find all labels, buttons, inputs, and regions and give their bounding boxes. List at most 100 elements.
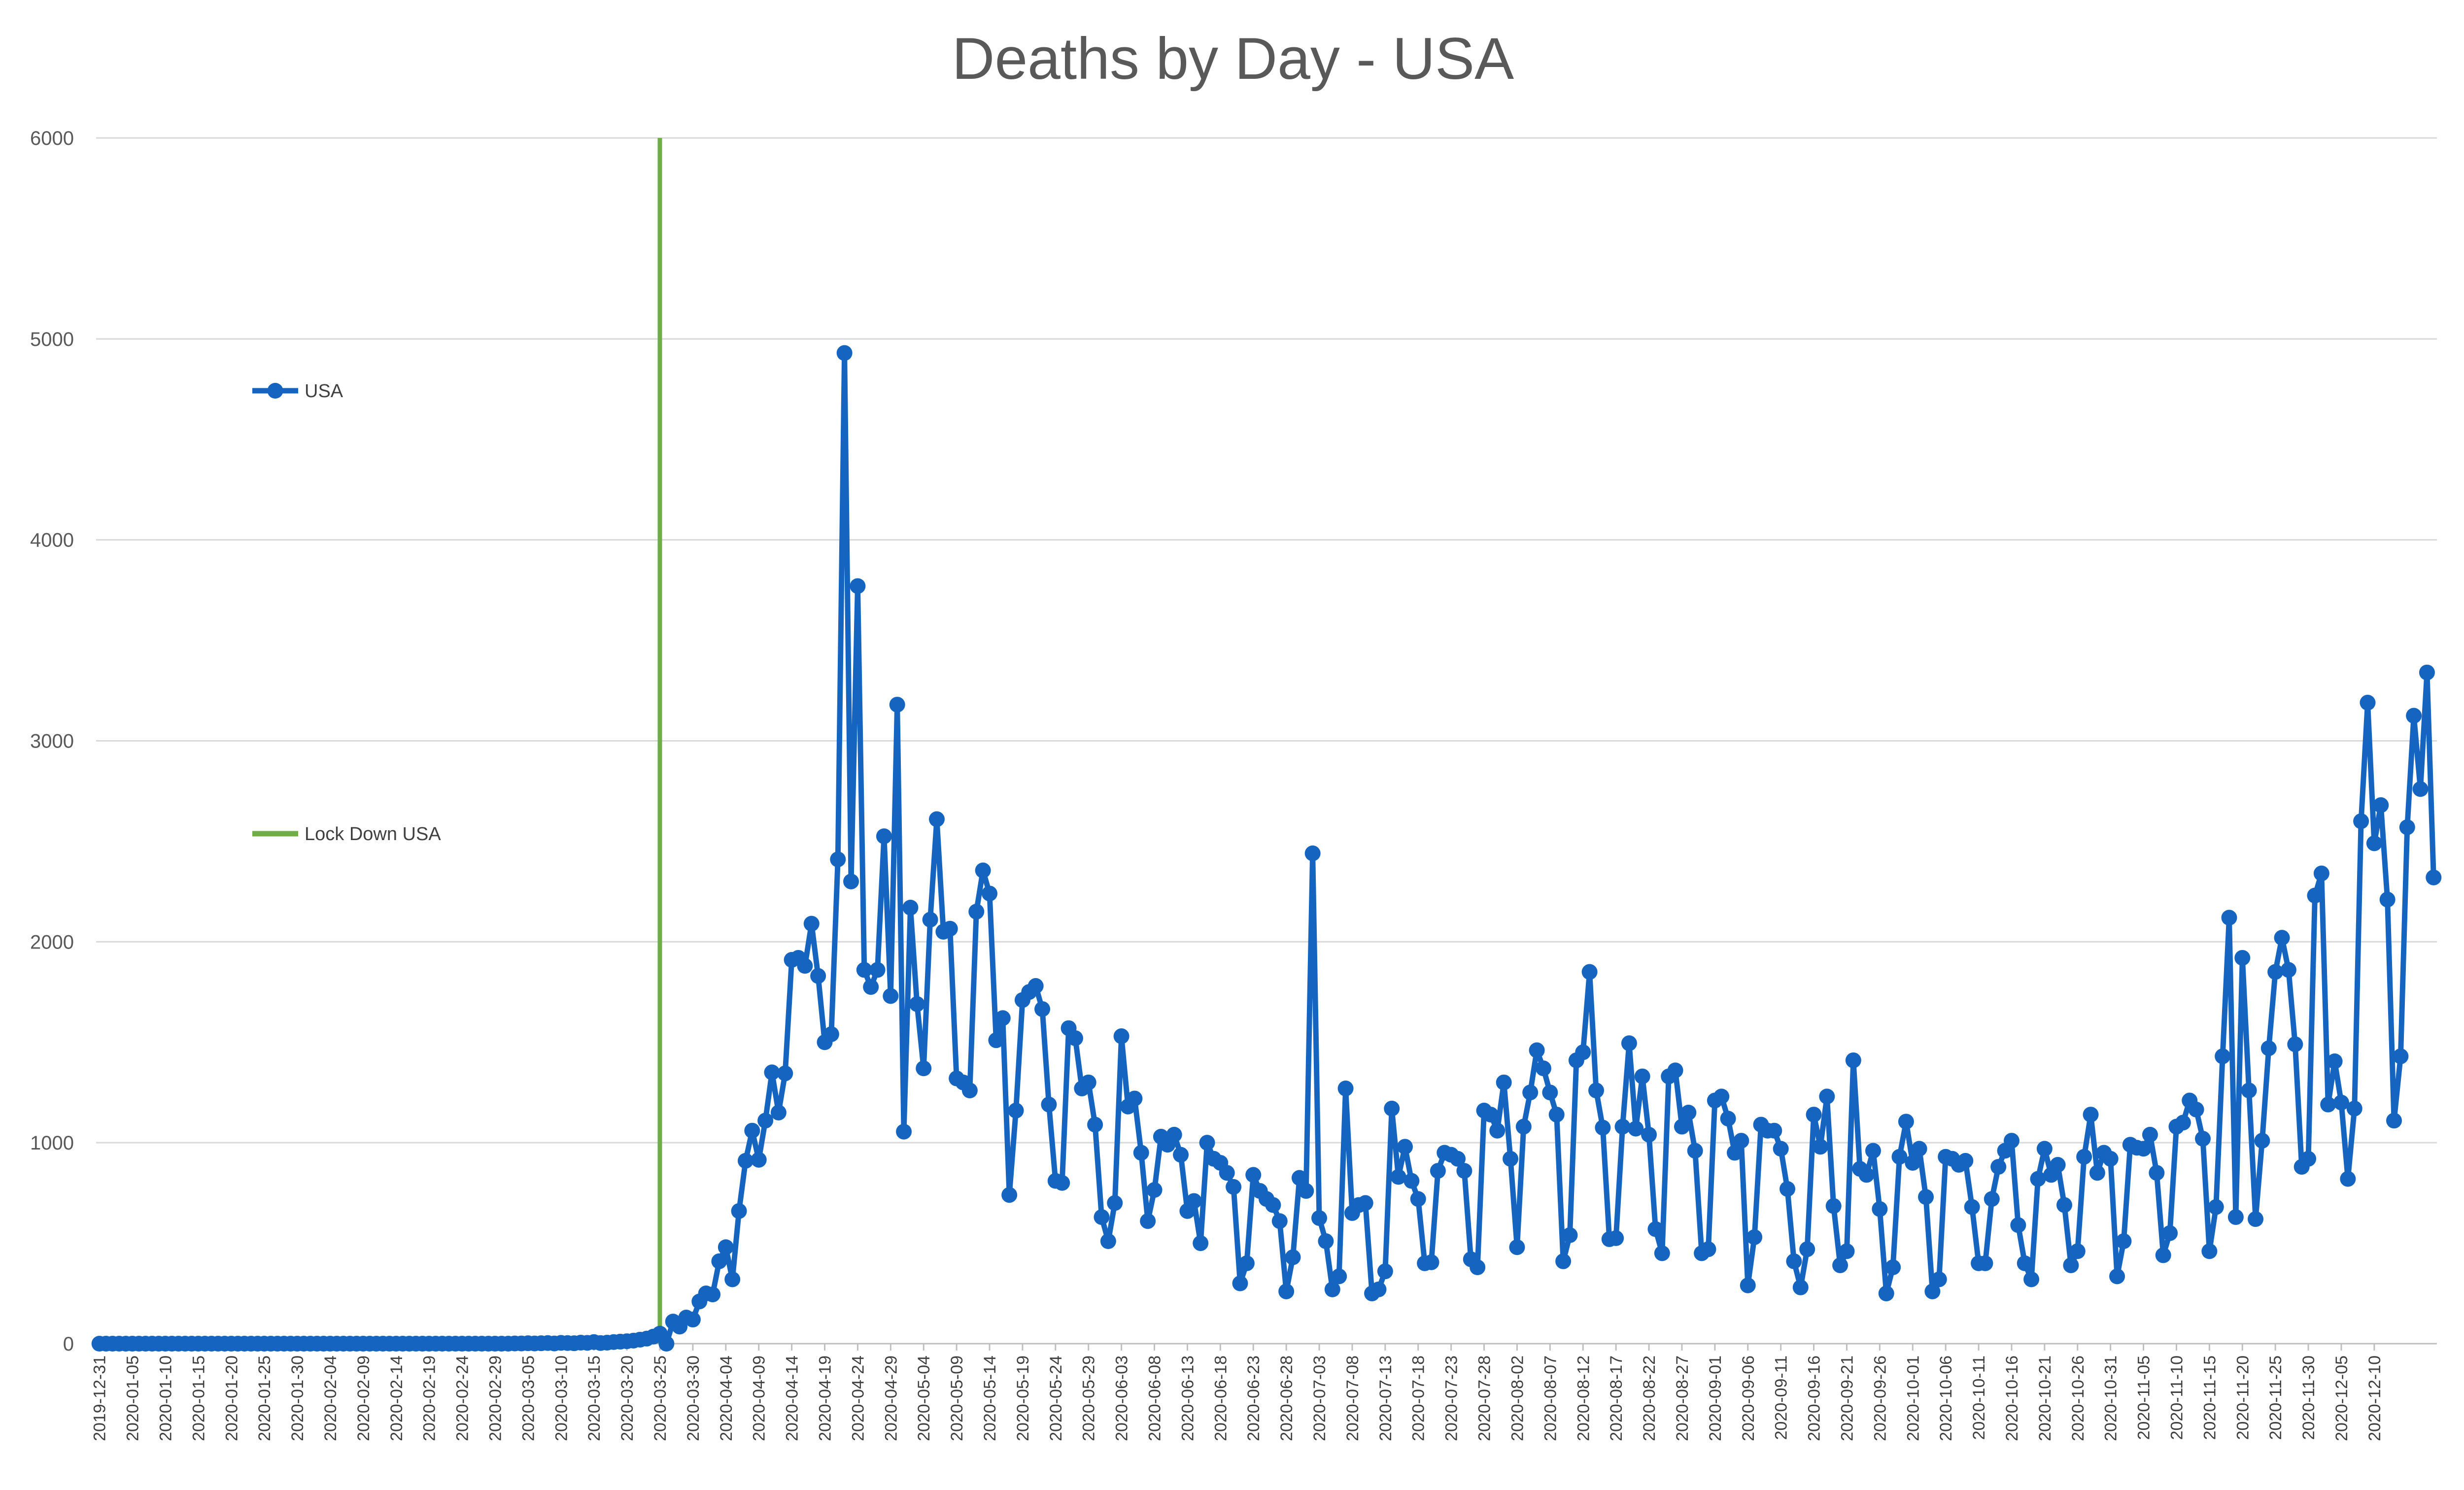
data-point — [1001, 1187, 1018, 1203]
data-point — [1878, 1286, 1894, 1302]
data-point — [2116, 1233, 2132, 1250]
data-point — [705, 1287, 721, 1303]
data-point — [1430, 1163, 1446, 1179]
x-tick-label: 2020-04-19 — [816, 1355, 835, 1441]
data-point — [1588, 1083, 1605, 1099]
data-point — [1100, 1233, 1116, 1250]
data-point — [2135, 1141, 2152, 1157]
data-point — [1628, 1120, 1644, 1137]
data-point — [2056, 1197, 2073, 1213]
data-point — [2234, 949, 2251, 966]
data-point — [744, 1122, 760, 1139]
data-point — [843, 873, 859, 889]
data-point — [1489, 1122, 1506, 1139]
data-point — [1186, 1193, 1202, 1209]
data-point — [1858, 1167, 1875, 1183]
data-point — [1733, 1133, 1749, 1149]
x-tick-label: 2020-11-15 — [2200, 1355, 2219, 1440]
data-point — [757, 1113, 774, 1129]
data-point — [1482, 1107, 1499, 1123]
data-point — [1555, 1253, 1572, 1269]
data-point — [1456, 1163, 1472, 1179]
x-tick-label: 2020-04-09 — [750, 1355, 769, 1441]
data-point — [1746, 1229, 1763, 1245]
data-point — [1515, 1118, 1532, 1135]
data-point — [2208, 1199, 2224, 1215]
data-point — [2307, 887, 2323, 904]
data-point — [1397, 1139, 1413, 1155]
data-point — [2149, 1165, 2165, 1181]
data-point — [2254, 1133, 2270, 1149]
data-point — [2089, 1165, 2105, 1181]
x-tick-label: 2020-07-23 — [1442, 1355, 1461, 1441]
data-point — [1891, 1149, 1908, 1165]
x-tick-label: 2020-05-09 — [948, 1355, 966, 1441]
data-point — [777, 1065, 793, 1082]
data-point — [1509, 1239, 1525, 1255]
x-tick-label: 2020-08-27 — [1673, 1355, 1692, 1441]
data-point — [1839, 1243, 1855, 1259]
data-point — [1898, 1114, 1914, 1130]
data-point — [1608, 1230, 1624, 1246]
data-point — [2360, 695, 2376, 711]
x-tick-label: 2020-08-02 — [1508, 1355, 1527, 1441]
data-point — [1641, 1126, 1657, 1143]
x-tick-label: 2020-04-14 — [783, 1355, 802, 1441]
data-point — [2267, 964, 2284, 980]
data-point — [1832, 1257, 1848, 1273]
data-point — [1337, 1081, 1354, 1097]
data-point — [1667, 1062, 1683, 1079]
data-point — [2221, 910, 2237, 926]
data-point — [2023, 1271, 2040, 1287]
x-tick-label: 2020-02-19 — [420, 1355, 439, 1441]
data-point — [1872, 1201, 1888, 1217]
data-point — [1226, 1179, 1242, 1195]
x-tick-label: 2020-01-30 — [288, 1355, 307, 1441]
data-point — [1133, 1145, 1149, 1161]
y-tick-label: 2000 — [30, 931, 74, 953]
data-point — [1819, 1088, 1835, 1105]
data-point — [2280, 962, 2296, 978]
data-point — [863, 979, 879, 995]
data-point — [1674, 1118, 1690, 1135]
data-point — [1496, 1074, 1512, 1090]
x-tick-label: 2020-11-25 — [2266, 1355, 2285, 1440]
data-point — [988, 1032, 1004, 1049]
data-point — [2227, 1209, 2244, 1225]
data-point — [684, 1312, 701, 1328]
data-point — [2327, 1053, 2343, 1069]
data-point — [2063, 1257, 2079, 1273]
data-point — [1812, 1139, 1828, 1155]
data-point — [850, 578, 866, 594]
x-tick-label: 2020-12-10 — [2365, 1355, 2384, 1441]
y-axis-tick-labels: 0 1000 2000 3000 4000 5000 6000 — [30, 128, 74, 1355]
data-point — [1700, 1241, 1716, 1257]
data-point — [1140, 1213, 1156, 1229]
x-tick-label: 2020-08-07 — [1541, 1355, 1560, 1441]
x-tick-label: 2020-02-24 — [453, 1355, 472, 1441]
data-point — [916, 1060, 932, 1077]
data-point — [2379, 891, 2396, 908]
data-point — [856, 962, 872, 978]
x-tick-label: 2020-06-18 — [1211, 1355, 1230, 1441]
data-point — [2419, 664, 2435, 680]
x-tick-label: 2020-09-11 — [1772, 1355, 1791, 1440]
data-point — [764, 1064, 780, 1081]
data-point — [2366, 835, 2382, 851]
x-tick-label: 2020-08-12 — [1574, 1355, 1593, 1441]
x-tick-label: 2020-12-05 — [2332, 1355, 2351, 1441]
x-tick-label: 2020-11-10 — [2167, 1355, 2186, 1440]
data-point — [1027, 978, 1044, 994]
x-tick-label: 2020-05-24 — [1047, 1355, 1065, 1441]
y-tick-label: 0 — [63, 1333, 74, 1355]
data-point — [1390, 1169, 1406, 1185]
data-point — [1219, 1165, 1235, 1181]
data-point — [2050, 1157, 2066, 1173]
data-point — [968, 904, 985, 920]
data-point — [2386, 1113, 2402, 1129]
data-point — [1924, 1283, 1941, 1299]
data-point — [2162, 1225, 2178, 1241]
data-point — [2017, 1255, 2033, 1271]
data-point — [2201, 1243, 2218, 1259]
